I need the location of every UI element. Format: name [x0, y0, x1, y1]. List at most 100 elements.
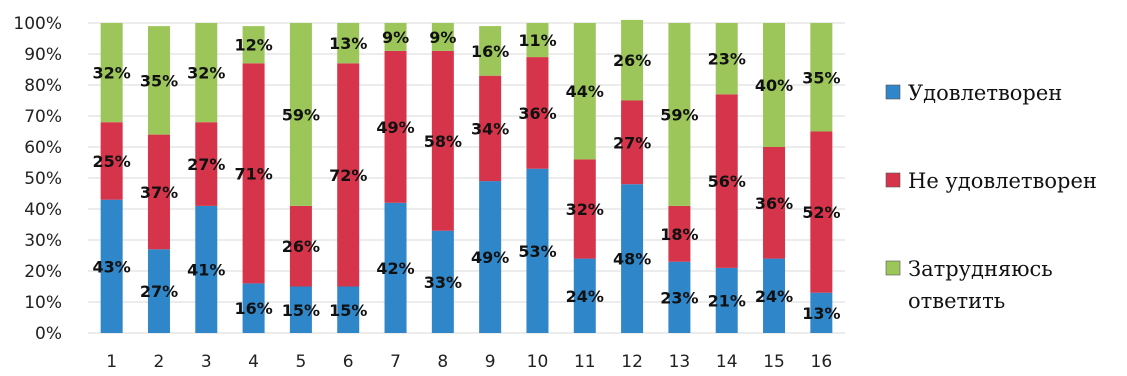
bar-segment: [100, 122, 123, 200]
y-tick-label: 70%: [24, 107, 62, 127]
bar-segment: [100, 23, 123, 123]
bar-segment: [526, 23, 549, 58]
legend-label: ответить: [908, 289, 1005, 313]
data-label: 13%: [802, 304, 840, 323]
data-label: 27%: [613, 133, 651, 152]
x-tick-label: 8: [437, 352, 448, 372]
legend-item: Не удовлетворен: [885, 169, 1097, 193]
x-tick-label: 16: [811, 352, 833, 372]
bar-segment: [195, 122, 218, 206]
bar-segment: [384, 23, 407, 51]
bar-segment: [763, 23, 786, 147]
x-tick-label: 11: [574, 352, 596, 372]
data-label: 32%: [566, 200, 604, 219]
bar-segment: [810, 131, 833, 293]
data-label: 26%: [282, 237, 320, 256]
x-tick-label: 12: [621, 352, 643, 372]
data-label: 43%: [93, 257, 131, 276]
data-label: 33%: [424, 273, 462, 292]
data-label: 32%: [93, 64, 131, 83]
bar-segment: [526, 57, 549, 169]
bar-segment: [289, 23, 312, 206]
legend-label: Удовлетворен: [908, 81, 1062, 105]
legend-swatch: [885, 172, 901, 188]
legend-swatch: [885, 84, 901, 100]
data-label: 21%: [708, 291, 746, 310]
bar-segment: [195, 205, 218, 333]
data-label: 72%: [329, 166, 367, 185]
data-label: 36%: [518, 104, 556, 123]
data-label: 9%: [382, 28, 409, 47]
bar-segment: [431, 23, 454, 51]
bar-segment: [810, 23, 833, 132]
data-labels: 43% 25% 32% 27% 37% 35% 41% 27% 32% 16% 71% 12% 15% 2…: [93, 28, 841, 323]
x-tick-label: 6: [343, 352, 354, 372]
bar-segment: [573, 159, 596, 259]
y-tick-label: 20%: [24, 262, 62, 282]
bar-segment: [147, 26, 170, 135]
bars: [100, 19, 833, 333]
bar-segment: [431, 50, 454, 231]
bar-segment: [715, 23, 738, 95]
bar-segment: [668, 23, 691, 206]
data-label: 15%: [329, 301, 367, 320]
x-tick-label: 1: [106, 352, 117, 372]
data-label: 16%: [234, 299, 272, 318]
bar-segment: [715, 94, 738, 268]
data-label: 35%: [140, 71, 178, 90]
bar-segment: [668, 205, 691, 262]
bar-segment: [810, 292, 833, 333]
y-tick-label: 40%: [24, 200, 62, 220]
data-label: 15%: [282, 301, 320, 320]
data-label: 11%: [518, 31, 556, 50]
data-label: 23%: [708, 50, 746, 69]
x-tick-label: 2: [154, 352, 165, 372]
data-label: 18%: [660, 225, 698, 244]
bar-segment: [337, 23, 360, 64]
bar-segment: [715, 267, 738, 333]
legend-item: Удовлетворен: [885, 81, 1062, 105]
bar-segment: [147, 249, 170, 333]
x-tick-label: 7: [390, 352, 401, 372]
data-label: 27%: [140, 282, 178, 301]
x-tick-label: 9: [485, 352, 496, 372]
bar-segment: [668, 261, 691, 333]
data-label: 26%: [613, 51, 651, 70]
bar-segment: [100, 199, 123, 333]
bar-segment: [147, 134, 170, 250]
data-label: 34%: [471, 119, 509, 138]
data-label: 24%: [566, 287, 604, 306]
bar-segment: [384, 50, 407, 203]
bar-segment: [621, 100, 644, 185]
data-label: 36%: [755, 194, 793, 213]
y-tick-label: 60%: [24, 138, 62, 158]
y-tick-label: 30%: [24, 231, 62, 251]
bar-segment: [431, 230, 454, 333]
data-label: 48%: [613, 250, 651, 269]
bar-segment: [242, 283, 265, 333]
bar-segment: [526, 168, 549, 333]
bar-segment: [573, 23, 596, 160]
bar-segment: [242, 63, 265, 284]
data-label: 59%: [660, 105, 698, 124]
bar-segment: [479, 26, 502, 76]
data-label: 42%: [376, 259, 414, 278]
y-tick-label: 90%: [24, 45, 62, 65]
data-label: 49%: [376, 118, 414, 137]
data-label: 13%: [329, 34, 367, 53]
y-axis: 0% 10% 20% 30% 40% 50% 60% 70% 80% 90% 100%: [13, 14, 62, 344]
data-label: 52%: [802, 203, 840, 222]
data-label: 23%: [660, 288, 698, 307]
x-tick-label: 13: [669, 352, 691, 372]
bar-segment: [195, 23, 218, 123]
x-tick-label: 4: [248, 352, 259, 372]
bar-segment: [621, 184, 644, 333]
bar-segment: [479, 75, 502, 182]
bar-segment: [337, 286, 360, 333]
data-label: 56%: [708, 172, 746, 191]
data-label: 41%: [187, 260, 225, 279]
bar-segment: [289, 286, 312, 333]
data-label: 40%: [755, 76, 793, 95]
data-label: 44%: [566, 82, 604, 101]
